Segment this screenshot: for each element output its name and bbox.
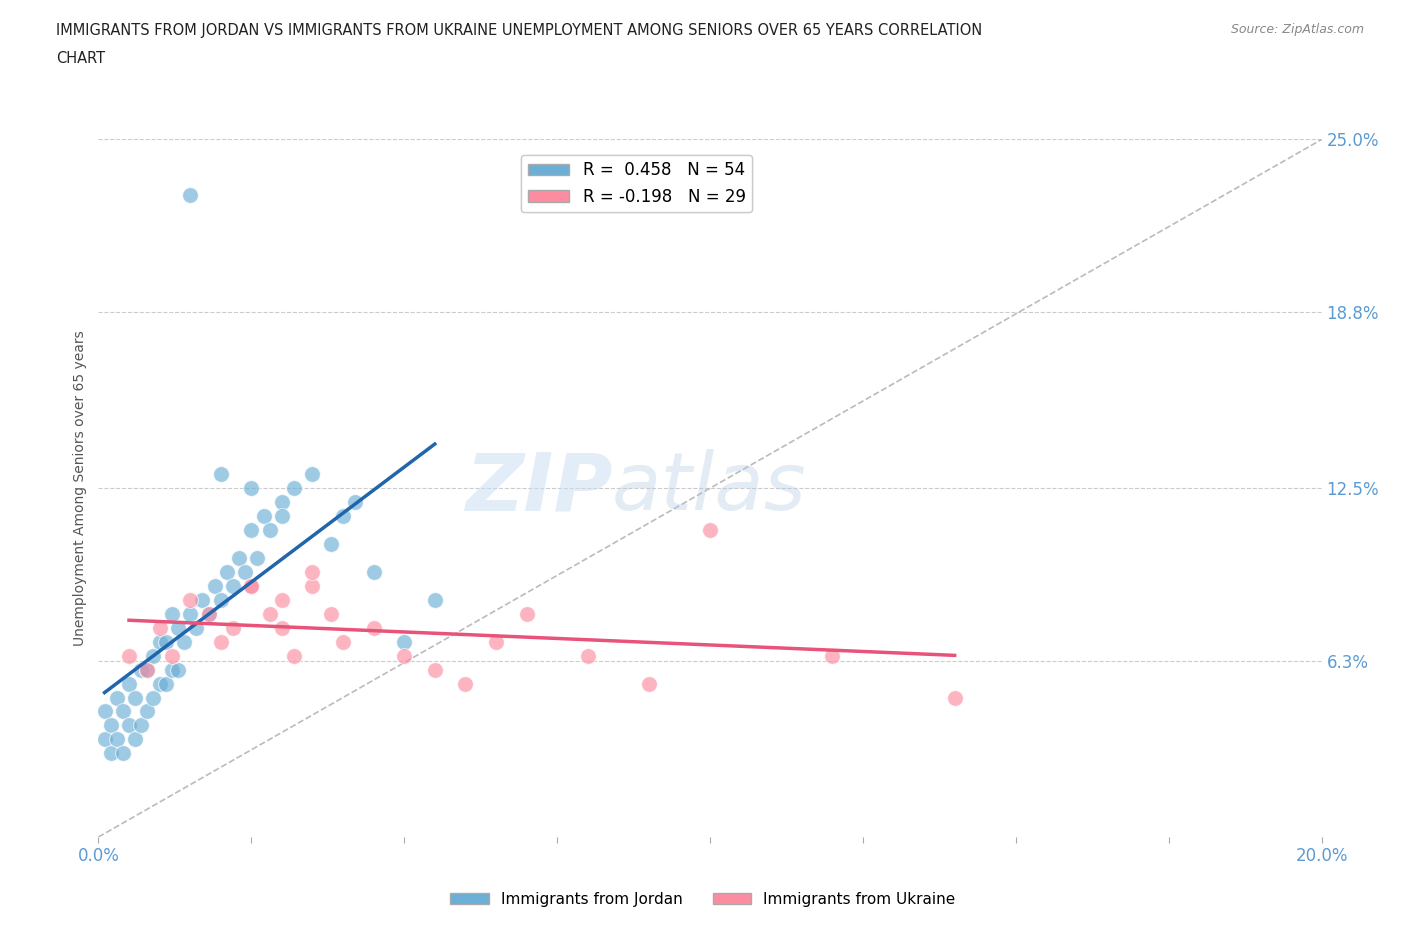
Point [301, 578, 323, 593]
Point [332, 634, 354, 649]
Point [93, 704, 115, 719]
Text: atlas: atlas [612, 449, 807, 527]
Point [319, 606, 342, 621]
Point [160, 606, 183, 621]
Text: Source: ZipAtlas.com: Source: ZipAtlas.com [1230, 23, 1364, 36]
Point [136, 662, 159, 677]
Point [173, 634, 195, 649]
Point [179, 606, 201, 621]
Legend: Immigrants from Jordan, Immigrants from Ukraine: Immigrants from Jordan, Immigrants from … [444, 886, 962, 913]
Point [392, 634, 416, 649]
Point [423, 662, 446, 677]
Point [283, 648, 305, 663]
Point [160, 648, 183, 663]
Point [392, 648, 416, 663]
Point [270, 592, 292, 607]
Point [191, 592, 214, 607]
Point [136, 662, 159, 677]
Point [246, 551, 269, 565]
Y-axis label: Unemployment Among Seniors over 65 years: Unemployment Among Seniors over 65 years [73, 330, 87, 646]
Point [240, 578, 263, 593]
Point [240, 578, 263, 593]
Point [124, 690, 146, 705]
Point [93, 732, 115, 747]
Point [129, 662, 152, 677]
Point [228, 551, 250, 565]
Point [270, 620, 292, 635]
Point [222, 578, 245, 593]
Point [111, 704, 134, 719]
Point [240, 523, 263, 538]
Point [155, 634, 177, 649]
Point [252, 509, 274, 524]
Point [167, 662, 190, 677]
Point [111, 746, 134, 761]
Point [821, 648, 844, 663]
Point [155, 676, 177, 691]
Point [100, 746, 122, 761]
Point [129, 718, 152, 733]
Point [209, 634, 232, 649]
Point [124, 732, 146, 747]
Point [301, 467, 323, 482]
Point [136, 704, 159, 719]
Point [454, 676, 477, 691]
Point [319, 537, 342, 551]
Point [516, 606, 538, 621]
Point [149, 634, 172, 649]
Text: CHART: CHART [56, 51, 105, 66]
Point [209, 467, 232, 482]
Point [332, 509, 354, 524]
Point [259, 606, 281, 621]
Point [576, 648, 599, 663]
Point [423, 592, 446, 607]
Text: ZIP: ZIP [465, 449, 612, 527]
Point [167, 620, 190, 635]
Point [179, 592, 201, 607]
Point [197, 606, 219, 621]
Point [204, 578, 226, 593]
Point [215, 565, 238, 579]
Point [105, 690, 128, 705]
Legend: R =  0.458   N = 54, R = -0.198   N = 29: R = 0.458 N = 54, R = -0.198 N = 29 [522, 154, 752, 212]
Point [222, 620, 245, 635]
Point [485, 634, 508, 649]
Point [105, 732, 128, 747]
Point [179, 188, 201, 203]
Point [209, 592, 232, 607]
Point [160, 662, 183, 677]
Point [149, 676, 172, 691]
Point [270, 495, 292, 510]
Point [259, 523, 281, 538]
Point [283, 481, 305, 496]
Point [363, 565, 385, 579]
Point [149, 620, 172, 635]
Point [142, 648, 165, 663]
Point [699, 523, 721, 538]
Point [197, 606, 219, 621]
Point [142, 690, 165, 705]
Point [240, 481, 263, 496]
Point [344, 495, 367, 510]
Point [363, 620, 385, 635]
Point [233, 565, 256, 579]
Point [301, 565, 323, 579]
Point [637, 676, 661, 691]
Text: IMMIGRANTS FROM JORDAN VS IMMIGRANTS FROM UKRAINE UNEMPLOYMENT AMONG SENIORS OVE: IMMIGRANTS FROM JORDAN VS IMMIGRANTS FRO… [56, 23, 983, 38]
Point [270, 509, 292, 524]
Point [100, 718, 122, 733]
Point [118, 718, 141, 733]
Point [943, 690, 966, 705]
Point [186, 620, 208, 635]
Point [118, 648, 141, 663]
Point [118, 676, 141, 691]
